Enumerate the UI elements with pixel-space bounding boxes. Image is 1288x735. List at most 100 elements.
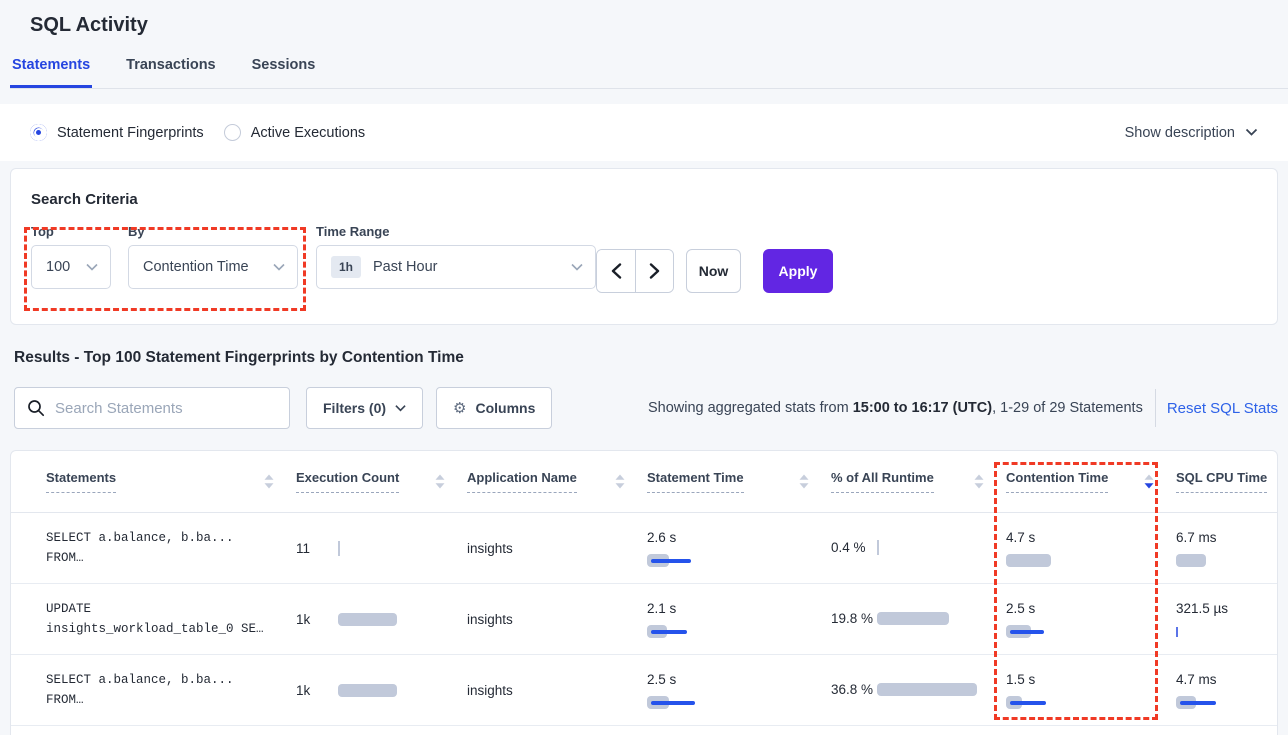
sort-arrows-icon[interactable] — [264, 474, 274, 489]
sort-arrows-icon[interactable] — [435, 474, 445, 489]
column-header-label: Execution Count — [296, 470, 400, 493]
reset-sql-stats-link[interactable]: Reset SQL Stats — [1166, 399, 1278, 417]
top-label: Top — [31, 224, 54, 239]
chevron-down-icon — [86, 263, 98, 271]
runtime-pct-cell: 36.8 % — [831, 679, 1006, 701]
execution-count-value: 11 — [296, 540, 311, 556]
chevron-down-icon — [1245, 128, 1258, 136]
sort-arrows-icon[interactable] — [1144, 474, 1154, 489]
column-header-statement-time[interactable]: Statement Time — [647, 470, 831, 493]
execution-count-cell: 1k — [296, 683, 467, 698]
runtime-pct-cell: 19.8 % — [831, 608, 1006, 630]
time-range-select[interactable]: 1h Past Hour — [316, 245, 596, 289]
gear-icon: ⚙ — [453, 400, 467, 417]
radio-statement-fingerprints[interactable]: Statement Fingerprints — [30, 124, 204, 141]
chevron-right-icon — [649, 263, 660, 279]
contention-time-cell: 4.7 s — [1006, 528, 1176, 568]
sql-cpu-time-value: 4.7 ms — [1176, 672, 1217, 688]
contention-time-value: 2.5 s — [1006, 601, 1036, 617]
results-toolbar: Filters (0) ⚙ Columns Showing aggregated… — [14, 387, 1278, 429]
radio-label: Statement Fingerprints — [57, 124, 204, 141]
chevron-down-icon — [273, 263, 285, 271]
statement-time-value: 2.1 s — [647, 601, 677, 617]
statement-line1: SELECT a.balance, b.ba... — [46, 673, 234, 687]
time-range-value: Past Hour — [373, 259, 438, 275]
application-name-value: insights — [467, 611, 513, 627]
runtime-pct-value: 19.8 % — [831, 610, 874, 626]
top-select[interactable]: 100 — [31, 245, 111, 289]
statement-cell[interactable]: UPDATE insights_workload_table_0 SE… — [46, 599, 296, 639]
execution-count-value: 1k — [296, 611, 311, 627]
chevron-down-icon — [395, 405, 406, 412]
statement-cell[interactable]: SELECT a.balance, b.ba... FROM… — [46, 528, 296, 568]
statement-time-cell: 2.6 s — [647, 528, 831, 568]
application-name-cell: insights — [467, 541, 647, 556]
search-statements-input[interactable] — [14, 387, 290, 429]
statement-time-cell: 2.1 s — [647, 599, 831, 639]
column-header-sql-cpu-time[interactable]: SQL CPU Time — [1176, 470, 1277, 493]
columns-button[interactable]: ⚙ Columns — [436, 387, 553, 429]
now-button[interactable]: Now — [686, 249, 741, 293]
application-name-cell: insights — [467, 683, 647, 698]
statement-cell[interactable]: SELECT a.balance, b.ba... FROM… — [46, 670, 296, 710]
statement-line2: FROM… — [46, 693, 84, 707]
execution-count-cell: 11 — [296, 540, 467, 556]
column-header-execution-count[interactable]: Execution Count — [296, 470, 467, 493]
tab-transactions[interactable]: Transactions — [126, 57, 216, 73]
previous-time-button[interactable] — [597, 250, 635, 292]
filters-button[interactable]: Filters (0) — [306, 387, 424, 429]
time-range-badge: 1h — [331, 256, 362, 278]
column-header-contention-time[interactable]: Contention Time — [1006, 470, 1176, 493]
contention-time-bar — [1006, 554, 1152, 568]
columns-label: Columns — [475, 400, 536, 416]
radio-selected-icon — [30, 124, 47, 141]
statement-time-bar — [647, 696, 807, 710]
sql-cpu-time-bar — [1176, 625, 1277, 639]
filters-label: Filters (0) — [323, 400, 387, 416]
statement-line2: FROM… — [46, 551, 84, 565]
table-header-row: Statements Execution Count Application N… — [11, 451, 1277, 513]
by-select[interactable]: Contention Time — [128, 245, 298, 289]
column-header-label: Statements — [46, 470, 117, 493]
contention-time-value: 1.5 s — [1006, 672, 1036, 688]
tab-bar: Statements Transactions Sessions — [10, 57, 1288, 89]
next-time-button[interactable] — [635, 250, 673, 292]
statement-time-value: 2.5 s — [647, 672, 677, 688]
toolbar-divider — [1154, 389, 1156, 427]
aggregated-stats-text: Showing aggregated stats from 15:00 to 1… — [647, 400, 1143, 416]
radio-active-executions[interactable]: Active Executions — [223, 124, 366, 141]
sql-cpu-time-value: 6.7 ms — [1176, 530, 1217, 546]
statement-time-bar — [647, 625, 807, 639]
sort-arrows-icon[interactable] — [799, 474, 809, 489]
sort-arrows-icon[interactable] — [615, 474, 625, 489]
top-select-value: 100 — [46, 259, 71, 275]
runtime-pct-bar — [877, 612, 949, 626]
column-header-statements[interactable]: Statements — [46, 470, 296, 493]
runtime-pct-value: 36.8 % — [831, 681, 874, 697]
contention-time-value: 4.7 s — [1006, 530, 1036, 546]
search-criteria-title: Search Criteria — [31, 191, 138, 208]
column-header-application-name[interactable]: Application Name — [467, 470, 647, 493]
by-label: By — [128, 224, 145, 239]
view-toggle-bar: Statement Fingerprints Active Executions… — [0, 104, 1288, 161]
page-title: SQL Activity — [30, 14, 148, 36]
column-header-label: Statement Time — [647, 470, 744, 493]
column-header-label: % of All Runtime — [831, 470, 934, 493]
execution-count-bar — [338, 540, 340, 556]
radio-label: Active Executions — [250, 124, 366, 141]
apply-button[interactable]: Apply — [763, 249, 833, 293]
runtime-pct-value: 0.4 % — [831, 539, 866, 555]
sql-cpu-time-cell: 6.7 ms — [1176, 528, 1277, 568]
radio-unselected-icon — [223, 124, 241, 141]
show-description-toggle[interactable]: Show description — [1125, 125, 1258, 141]
tab-statements[interactable]: Statements — [10, 57, 93, 88]
statement-time-cell: 2.5 s — [647, 670, 831, 710]
tab-sessions[interactable]: Sessions — [251, 57, 316, 73]
by-field: By Contention Time — [128, 224, 298, 289]
search-criteria-panel: Search Criteria Top 100 By Contention Ti… — [10, 168, 1278, 325]
column-header-runtime-pct[interactable]: % of All Runtime — [831, 470, 1006, 493]
sort-arrows-icon[interactable] — [974, 474, 984, 489]
contention-time-bar — [1006, 625, 1152, 639]
application-name-value: insights — [467, 540, 513, 556]
runtime-pct-bar — [877, 540, 879, 556]
